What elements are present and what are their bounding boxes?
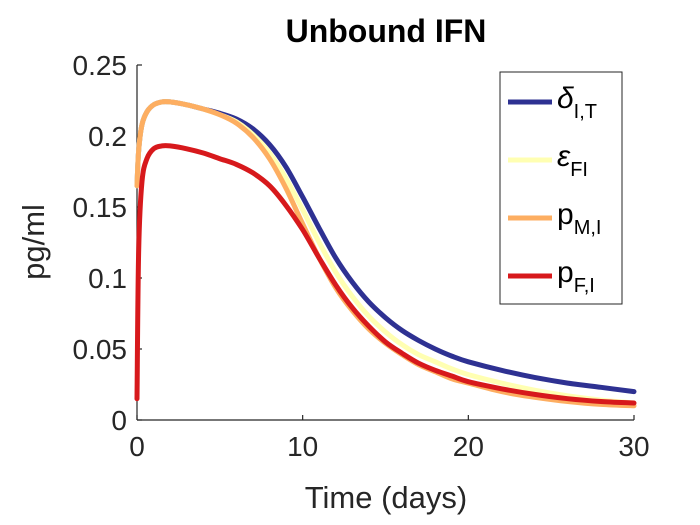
legend-label-epsilon-fi: εFI	[557, 140, 588, 181]
y-tick-label: 0.15	[73, 192, 128, 223]
x-axis-label: Time (days)	[305, 480, 467, 515]
x-tick-label: 10	[287, 431, 318, 462]
legend-label-main: δ	[557, 82, 574, 115]
legend-label-main: p	[557, 256, 574, 289]
series-lines	[134, 99, 637, 409]
x-tick-label: 30	[618, 431, 649, 462]
legend-label-subscript: I,T	[574, 101, 597, 123]
x-tick-label: 0	[129, 431, 145, 462]
legend-label-subscript: M,I	[574, 217, 602, 239]
legend-label-p-fi: pF,I	[557, 256, 595, 297]
chart-title: Unbound IFN	[286, 13, 487, 49]
y-tick-label: 0.25	[73, 50, 128, 81]
legend-label-main: ε	[557, 140, 571, 173]
y-tick-label: 0	[111, 405, 127, 436]
x-ticks: 0 10 20 30	[129, 415, 650, 462]
legend-label-subscript: FI	[570, 159, 588, 181]
y-axis-label: pg/ml	[16, 204, 51, 280]
legend-label-p-mi: pM,I	[557, 198, 601, 239]
legend-label-subscript: F,I	[574, 275, 595, 297]
y-tick-label: 0.05	[73, 334, 128, 365]
y-tick-label: 0.2	[88, 121, 127, 152]
series-line-p-fi	[134, 143, 637, 406]
y-tick-label: 0.1	[88, 263, 127, 294]
legend-box	[499, 71, 623, 305]
legend-label-main: p	[557, 198, 574, 231]
y-ticks: 0 0.05 0.1 0.15 0.2 0.25	[73, 50, 142, 436]
x-tick-label: 20	[453, 431, 484, 462]
legend-label-delta-it: δI,T	[557, 82, 597, 123]
